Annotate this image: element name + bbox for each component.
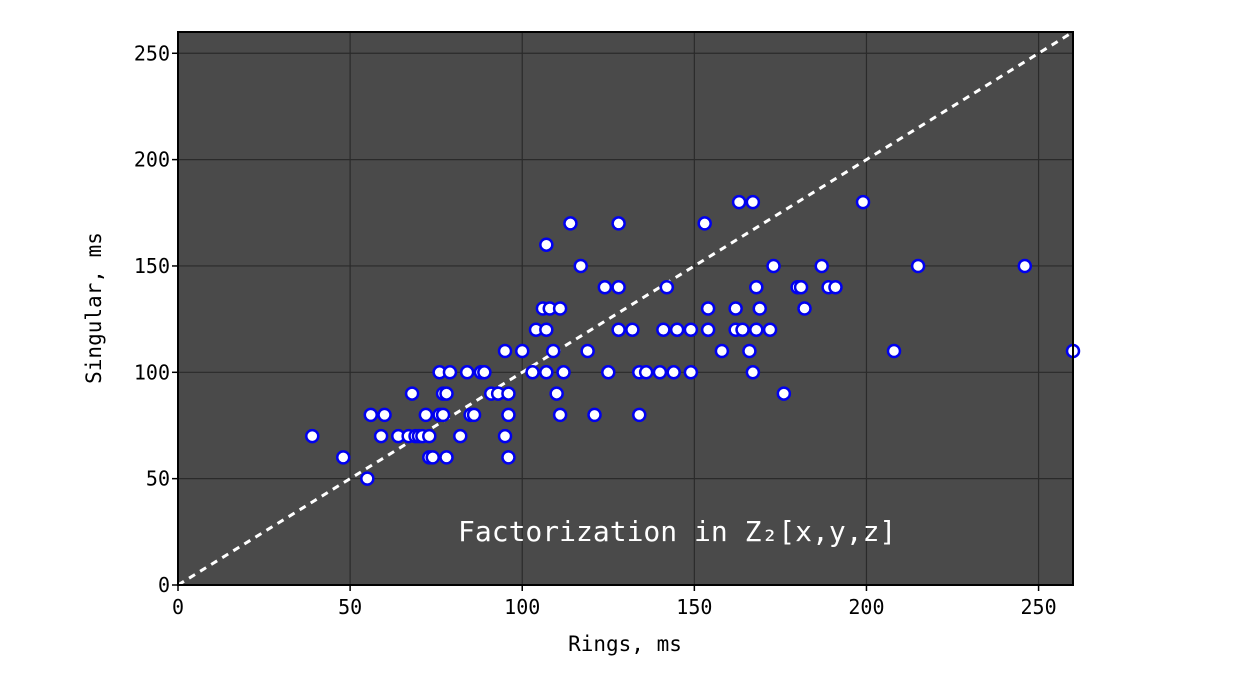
data-point (669, 322, 685, 338)
data-point (501, 386, 516, 401)
data-point (477, 365, 492, 380)
data-point (855, 194, 871, 210)
data-point (797, 301, 812, 316)
data-point (545, 343, 561, 359)
data-point (597, 279, 613, 295)
data-point (539, 237, 554, 252)
data-point (749, 279, 764, 295)
data-point (497, 343, 513, 359)
data-point (611, 279, 626, 295)
data-point (563, 216, 578, 231)
data-point (731, 194, 747, 210)
data-point (735, 322, 750, 338)
data-point (501, 407, 516, 423)
data-point (439, 450, 454, 465)
data-point (793, 279, 809, 295)
data-point (814, 258, 829, 274)
x-tick-label: 150 (676, 595, 712, 619)
x-tick-label: 100 (504, 595, 540, 619)
data-point (552, 407, 568, 423)
data-point (700, 322, 716, 338)
y-tick-label: 100 (134, 360, 170, 384)
data-point (625, 322, 640, 338)
data-point (776, 386, 792, 401)
annotation-text: Factorization in Z₂[x,y,z] (458, 515, 896, 548)
data-point (1017, 258, 1033, 274)
data-point (556, 365, 571, 380)
data-point (714, 343, 730, 359)
data-point (539, 322, 554, 338)
data-point (766, 258, 781, 274)
x-tick-label: 0 (172, 595, 184, 619)
data-point (745, 365, 761, 380)
data-point (652, 365, 668, 380)
y-tick-label: 250 (134, 41, 170, 65)
data-point (539, 365, 554, 380)
data-point (762, 322, 778, 338)
data-point (886, 343, 902, 359)
data-point (910, 258, 926, 274)
y-tick-label: 200 (134, 148, 170, 172)
data-point (497, 428, 513, 444)
data-point (728, 301, 743, 316)
data-point (683, 365, 699, 380)
data-point (745, 194, 761, 210)
data-point (573, 258, 588, 274)
data-point (377, 407, 392, 423)
data-point (404, 386, 420, 401)
data-point (514, 343, 530, 359)
data-point (587, 407, 602, 423)
data-point (425, 450, 440, 465)
data-point (335, 450, 351, 465)
data-point (611, 322, 626, 338)
plot-frame (177, 31, 1074, 586)
data-point (742, 343, 757, 359)
data-point (666, 365, 681, 380)
data-point (697, 216, 712, 231)
data-point (305, 428, 320, 444)
x-tick-label: 50 (338, 595, 362, 619)
data-point (525, 365, 540, 380)
data-point (659, 279, 675, 295)
data-point (749, 322, 764, 338)
data-point (828, 279, 843, 295)
y-tick-label: 0 (158, 573, 170, 597)
data-point (360, 471, 375, 486)
y-axis-label: Singular, ms (82, 232, 106, 384)
data-point (601, 365, 616, 380)
x-tick-label: 250 (1021, 595, 1057, 619)
data-point (501, 450, 516, 465)
data-point (418, 407, 434, 423)
data-point (700, 301, 716, 316)
data-point (683, 322, 699, 338)
data-point (580, 343, 595, 359)
data-point (611, 216, 626, 231)
axis-ticks: 0 50 100 150 200 250 0 50 100 150 200 250 (134, 41, 1057, 619)
data-point (373, 428, 389, 444)
data-points (305, 194, 1081, 486)
data-point (466, 407, 482, 423)
data-point (453, 428, 468, 444)
data-point (422, 428, 437, 444)
data-point (439, 386, 454, 401)
data-point (552, 301, 568, 316)
y-tick-label: 50 (146, 467, 170, 491)
data-point (549, 386, 564, 401)
data-point (363, 407, 379, 423)
reference-line (177, 30, 1074, 587)
data-point (752, 301, 767, 316)
x-tick-label: 200 (848, 595, 884, 619)
data-point (656, 322, 671, 338)
data-point (638, 365, 654, 380)
x-axis-label: Rings, ms (568, 632, 682, 656)
data-point (442, 365, 458, 380)
data-point (459, 365, 475, 380)
data-point (435, 407, 451, 423)
y-tick-label: 150 (134, 254, 170, 278)
data-point (632, 407, 647, 423)
